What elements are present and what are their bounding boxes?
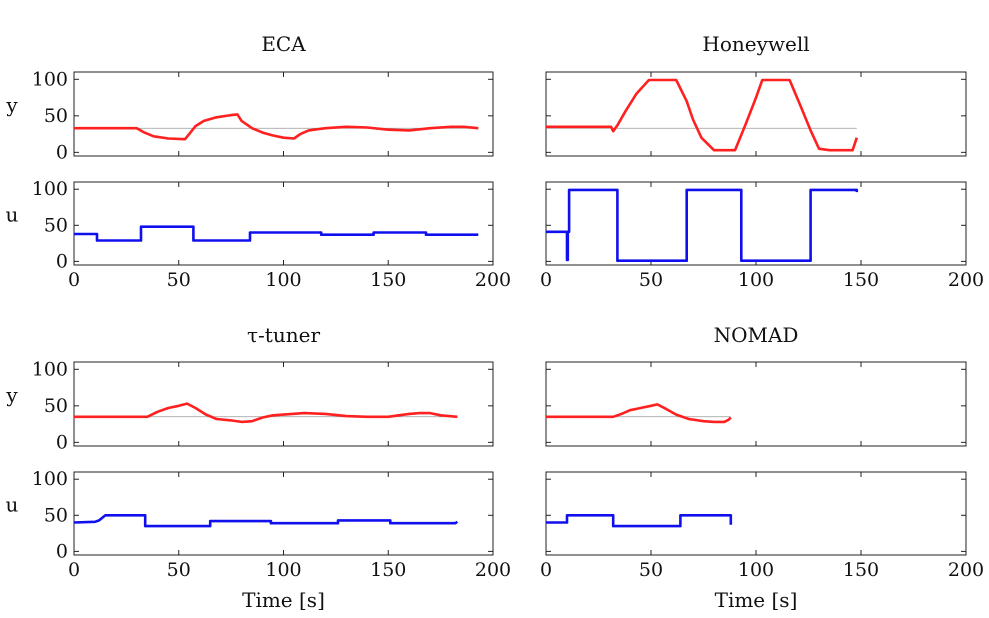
chart-title: Honeywell bbox=[702, 32, 809, 56]
output-y-line bbox=[546, 403, 732, 424]
x-tick-label: 100 bbox=[738, 559, 774, 581]
output-y-line bbox=[546, 78, 859, 152]
y-tick-label: 100 bbox=[32, 178, 68, 200]
plot-frame bbox=[545, 71, 967, 157]
y-tick-label: 50 bbox=[44, 214, 68, 236]
x-tick-label: 0 bbox=[68, 269, 80, 291]
y-axis-label: u bbox=[6, 493, 19, 517]
x-tick-label: 200 bbox=[948, 269, 984, 291]
x-tick-label: 150 bbox=[843, 269, 879, 291]
x-tick-label: 0 bbox=[540, 269, 552, 291]
x-tick-label: 150 bbox=[843, 559, 879, 581]
y-tick-label: 0 bbox=[56, 141, 68, 163]
x-tick-label: 50 bbox=[167, 269, 191, 291]
y-tick-label: 100 bbox=[32, 358, 68, 380]
x-tick-label: 50 bbox=[639, 559, 663, 581]
plot-frame bbox=[545, 471, 967, 556]
x-tick-label: 200 bbox=[475, 269, 511, 291]
x-tick-label: 0 bbox=[540, 559, 552, 581]
plot-frame bbox=[73, 471, 494, 556]
y-axis-label: y bbox=[5, 93, 18, 117]
y-tick-label: 50 bbox=[44, 504, 68, 526]
chart-title: NOMAD bbox=[714, 323, 799, 347]
x-tick-label: 200 bbox=[948, 559, 984, 581]
plot-frame bbox=[545, 361, 967, 447]
x-axis-label: Time [s] bbox=[715, 588, 798, 612]
x-axis-label: Time [s] bbox=[242, 588, 325, 612]
x-tick-label: 200 bbox=[475, 559, 511, 581]
output-y-line bbox=[74, 113, 479, 141]
x-tick-label: 150 bbox=[370, 559, 406, 581]
input-u-line bbox=[73, 513, 459, 528]
y-tick-label: 0 bbox=[56, 250, 68, 272]
output-y-line bbox=[74, 402, 458, 424]
x-tick-label: 100 bbox=[265, 269, 301, 291]
input-u-line bbox=[546, 513, 733, 528]
y-tick-label: 0 bbox=[56, 540, 68, 562]
chart-title: τ-tuner bbox=[247, 323, 320, 347]
y-tick-label: 50 bbox=[44, 395, 68, 417]
plot-frame bbox=[545, 181, 967, 266]
y-axis-label: u bbox=[6, 203, 19, 227]
plot-frame bbox=[73, 181, 494, 266]
x-tick-label: 100 bbox=[738, 269, 774, 291]
y-tick-label: 100 bbox=[32, 68, 68, 90]
y-axis-label: y bbox=[5, 383, 18, 407]
chart-title: ECA bbox=[261, 32, 306, 56]
x-tick-label: 150 bbox=[370, 269, 406, 291]
y-tick-label: 0 bbox=[56, 431, 68, 453]
plot-frame bbox=[73, 71, 494, 157]
x-tick-label: 100 bbox=[265, 559, 301, 581]
input-u-line bbox=[546, 188, 859, 263]
x-tick-label: 0 bbox=[68, 559, 80, 581]
x-tick-label: 50 bbox=[167, 559, 191, 581]
input-u-line bbox=[74, 225, 479, 242]
x-tick-label: 50 bbox=[639, 269, 663, 291]
y-tick-label: 100 bbox=[32, 468, 68, 490]
y-tick-label: 50 bbox=[44, 105, 68, 127]
plot-frame bbox=[73, 361, 494, 447]
